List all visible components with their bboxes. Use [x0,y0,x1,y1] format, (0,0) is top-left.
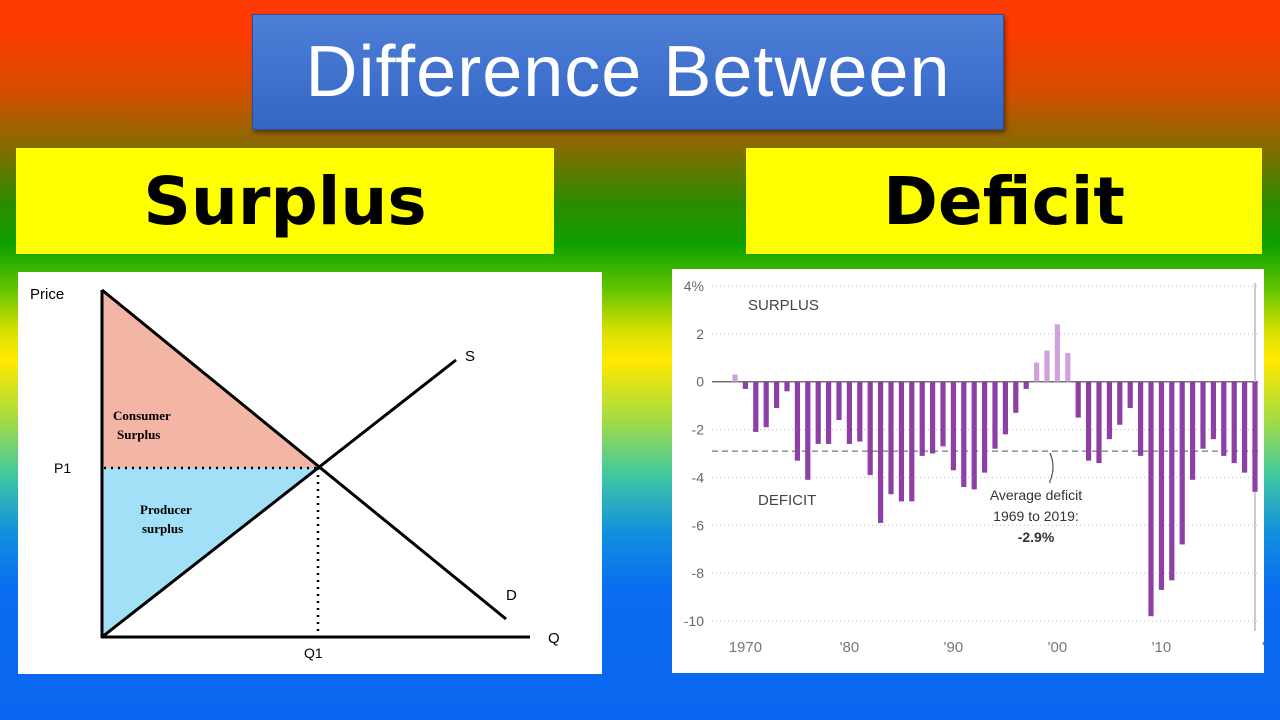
x-tick-label: '80 [840,639,860,656]
bar [992,381,998,449]
producer-surplus-label: Producer [140,502,192,517]
bar [784,381,790,392]
bar [836,381,842,420]
average-annotation-leader [1049,452,1054,483]
surplus-heading: Surplus [16,148,554,254]
deficit-label: DEFICIT [758,492,816,509]
surplus-label: SURPLUS [748,297,819,314]
average-annotation: Average deficit [990,487,1082,503]
bar [805,381,811,480]
bar [763,381,769,428]
bar [1148,381,1154,617]
surplus-diagram-panel: Price Q S D P1 Q1 Consumer Surplus Produ… [18,272,602,674]
quantity-axis-label: Q [548,630,560,647]
bar [930,381,936,454]
bar [1013,381,1019,413]
y-tick-label: 0 [696,374,704,390]
bar [898,381,904,502]
bar [919,381,925,456]
bar [971,381,977,490]
bar [732,374,738,382]
bar [1054,324,1060,382]
bar [1117,381,1123,425]
bar [1221,381,1227,456]
bar [1242,381,1248,473]
bar [1210,381,1216,440]
bar [888,381,894,495]
demand-curve [101,288,507,621]
demand-label: D [506,587,517,604]
deficit-chart-panel: 4% 2 0 -2 -4 -6 -8 -10 1970 '80 '90 '00 '10 ' SURPLUS D… [672,269,1265,673]
bar [1231,381,1237,464]
q1-label: Q1 [304,645,323,661]
average-annotation: 1969 to 2019: [993,508,1079,524]
bar [846,381,852,444]
bar [940,381,946,447]
deficit-chart: 4% 2 0 -2 -4 -6 -8 -10 1970 '80 '90 '00 '10 ' SURPLUS D… [684,278,1265,656]
bar [1252,381,1258,492]
x-tick-label: '90 [944,639,964,656]
bar [742,381,748,389]
y-tick-label: -10 [684,613,704,629]
bar [1065,353,1071,382]
page-title: Difference Between [252,14,1004,130]
average-annotation: -2.9% [1018,529,1055,545]
y-tick-label: -6 [692,517,705,533]
producer-surplus-label-2: surplus [142,521,183,536]
bar [1096,381,1102,464]
consumer-surplus-label-2: Surplus [117,427,160,442]
bar [1044,350,1050,382]
supply-label: S [465,348,475,365]
bar [909,381,915,502]
y-tick-label: -4 [692,469,705,485]
supply-curve [101,358,457,639]
bar [1127,381,1133,409]
bar [1086,381,1092,461]
bar [815,381,821,444]
y-tick-label: -8 [692,565,705,581]
bar [794,381,800,461]
x-tick-label: ' [1262,639,1264,656]
y-tick-label: 4% [684,278,704,294]
y-tick-label: 2 [696,326,704,342]
bar [878,381,884,523]
bar [774,381,780,409]
bar [1179,381,1185,545]
bar [857,381,863,442]
bar [826,381,832,444]
deficit-heading: Deficit [746,148,1262,254]
bar [982,381,988,473]
consumer-surplus-label: Consumer [113,408,171,423]
bar [753,381,759,432]
x-tick-label: '00 [1048,639,1068,656]
bar [1034,362,1040,382]
bar [1075,381,1081,418]
bar [950,381,956,471]
bar [867,381,873,476]
bar [1169,381,1175,581]
bar [1002,381,1008,435]
bar [961,381,967,487]
x-tick-label: 1970 [729,639,762,656]
bar [1200,381,1206,449]
bar [1023,381,1029,389]
p1-label: P1 [54,460,71,476]
bar [1138,381,1144,456]
price-axis-label: Price [30,286,64,303]
bar [1106,381,1112,440]
x-tick-label: '10 [1152,639,1172,656]
surplus-diagram: Price Q S D P1 Q1 Consumer Surplus Produ… [30,286,560,661]
y-tick-label: -2 [692,422,705,438]
bar [1190,381,1196,480]
bar [1158,381,1164,590]
